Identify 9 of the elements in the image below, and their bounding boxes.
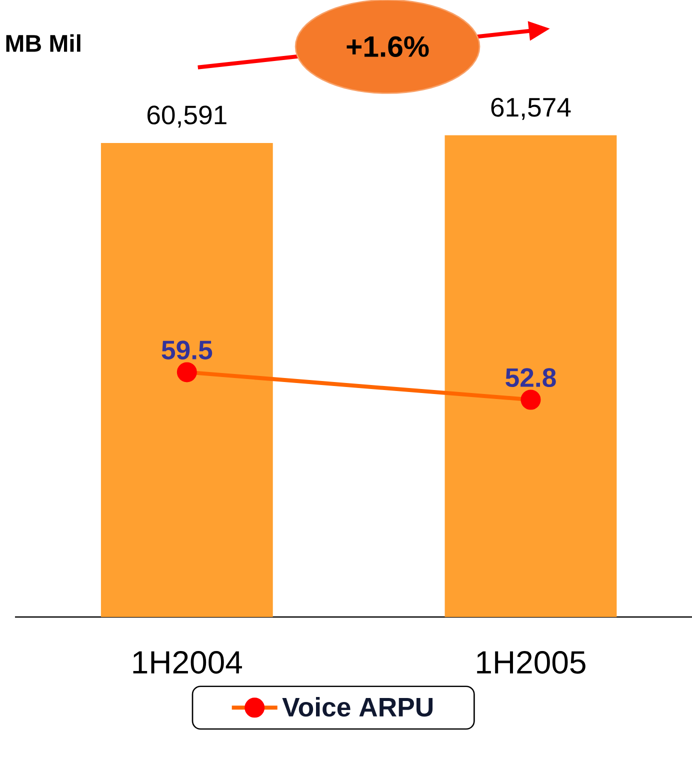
x-tick-label: 1H2004	[133, 651, 242, 674]
data-label: 60,591	[147, 106, 226, 128]
data-label: 61,574	[491, 98, 571, 120]
data-label: 52.8	[506, 368, 556, 388]
chart-title: MB Mil	[6, 34, 80, 52]
text: +1.6%	[346, 36, 429, 57]
data-label: 59.5	[162, 340, 212, 360]
x-tick-label: 1H2005	[477, 651, 586, 674]
legend-label: Voice ARPU	[282, 697, 433, 717]
